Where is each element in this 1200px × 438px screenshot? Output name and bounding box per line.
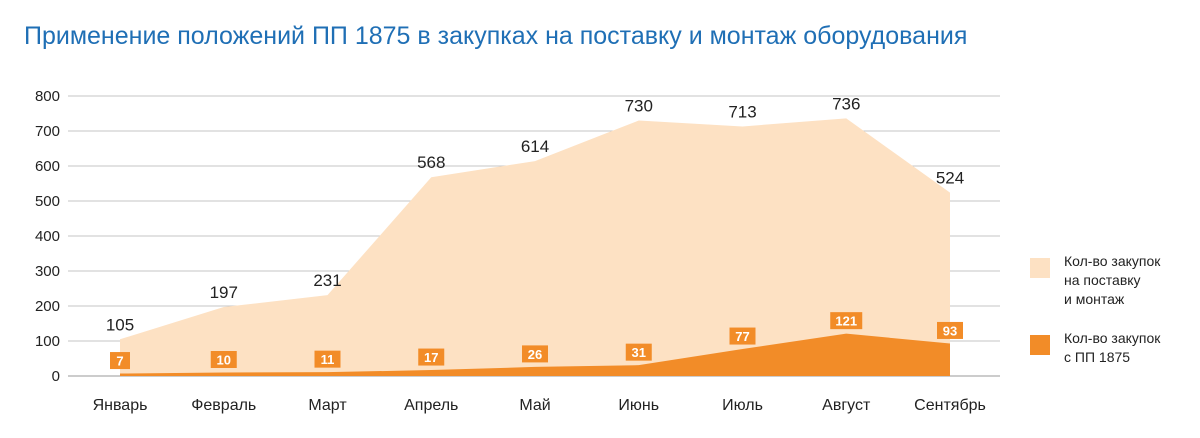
pp1875-value-label: 17 <box>424 350 438 365</box>
legend-label: и монтаж <box>1064 291 1125 307</box>
area-pp1875-procurements <box>120 333 950 376</box>
pp1875-value-label: 77 <box>735 329 749 344</box>
legend-swatch-pp1875 <box>1030 335 1050 355</box>
x-category-label: Май <box>519 397 550 414</box>
pp1875-value-box <box>522 345 548 363</box>
total-value-label: 736 <box>832 94 860 113</box>
total-value-label: 197 <box>210 283 238 302</box>
pp1875-value-box <box>110 352 130 370</box>
pp1875-value-label: 121 <box>835 314 857 329</box>
x-axis-categories: Январь Февраль Март Апрель Май Июнь Июль Август… <box>93 397 986 414</box>
y-tick-label: 100 <box>35 333 60 350</box>
total-value-label: 614 <box>521 137 549 156</box>
total-value-label: 524 <box>936 169 964 188</box>
area-series <box>120 118 950 377</box>
pp1875-value-label: 93 <box>943 323 957 338</box>
y-tick-label: 600 <box>35 158 60 175</box>
y-tick-label: 800 <box>35 88 60 105</box>
x-category-label: Июнь <box>618 397 659 414</box>
x-category-label: Февраль <box>191 397 256 414</box>
legend-label: с ПП 1875 <box>1064 349 1130 365</box>
legend-swatch-total <box>1030 258 1050 278</box>
y-tick-label: 400 <box>35 228 60 245</box>
pp1875-value-box <box>830 312 863 330</box>
x-category-label: Январь <box>93 397 148 414</box>
x-category-label: Август <box>822 397 871 414</box>
y-tick-label: 500 <box>35 193 60 210</box>
y-tick-label: 300 <box>35 263 60 280</box>
y-tick-label: 200 <box>35 298 60 315</box>
pp1875-value-box <box>418 348 445 366</box>
pp1875-value-box <box>625 343 652 361</box>
pp1875-value-box <box>729 327 756 345</box>
total-value-label: 105 <box>106 315 134 334</box>
pp1875-value-label: 11 <box>321 352 335 367</box>
chart-title: Применение положений ПП 1875 в закупках … <box>24 22 968 50</box>
legend-label: Кол-во закупок <box>1064 330 1161 346</box>
pp1875-value-box <box>210 351 237 368</box>
pp1875-value-box <box>937 321 963 339</box>
area-total-procurements <box>120 118 950 377</box>
legend: Кол-во закупок на поставку и монтаж Кол-во … <box>1030 253 1161 365</box>
pp1875-value-label: 31 <box>632 345 646 360</box>
pp1875-value-label: 26 <box>528 347 542 362</box>
y-tick-label: 0 <box>52 368 60 385</box>
y-tick-label: 700 <box>35 123 60 140</box>
y-axis-ticks: 0 100 200 300 400 500 600 700 800 <box>35 88 60 385</box>
x-category-label: Сентябрь <box>914 397 986 414</box>
legend-label: Кол-во закупок <box>1064 253 1161 269</box>
total-value-label: 730 <box>625 97 653 116</box>
pp1875-value-box <box>314 350 341 368</box>
pp1875-value-label: 10 <box>217 353 231 368</box>
total-value-label: 231 <box>313 271 341 290</box>
legend-label: на поставку <box>1064 272 1141 288</box>
x-category-label: Июль <box>722 397 763 414</box>
total-value-label: 713 <box>728 102 756 121</box>
pp1875-value-label: 7 <box>116 354 123 369</box>
data-labels: 105 197 231 568 614 730 713 736 524 7 10 11 17 26 31 77… <box>106 94 964 370</box>
x-category-label: Апрель <box>404 397 458 414</box>
total-value-label: 568 <box>417 153 445 172</box>
x-category-label: Март <box>308 397 347 414</box>
